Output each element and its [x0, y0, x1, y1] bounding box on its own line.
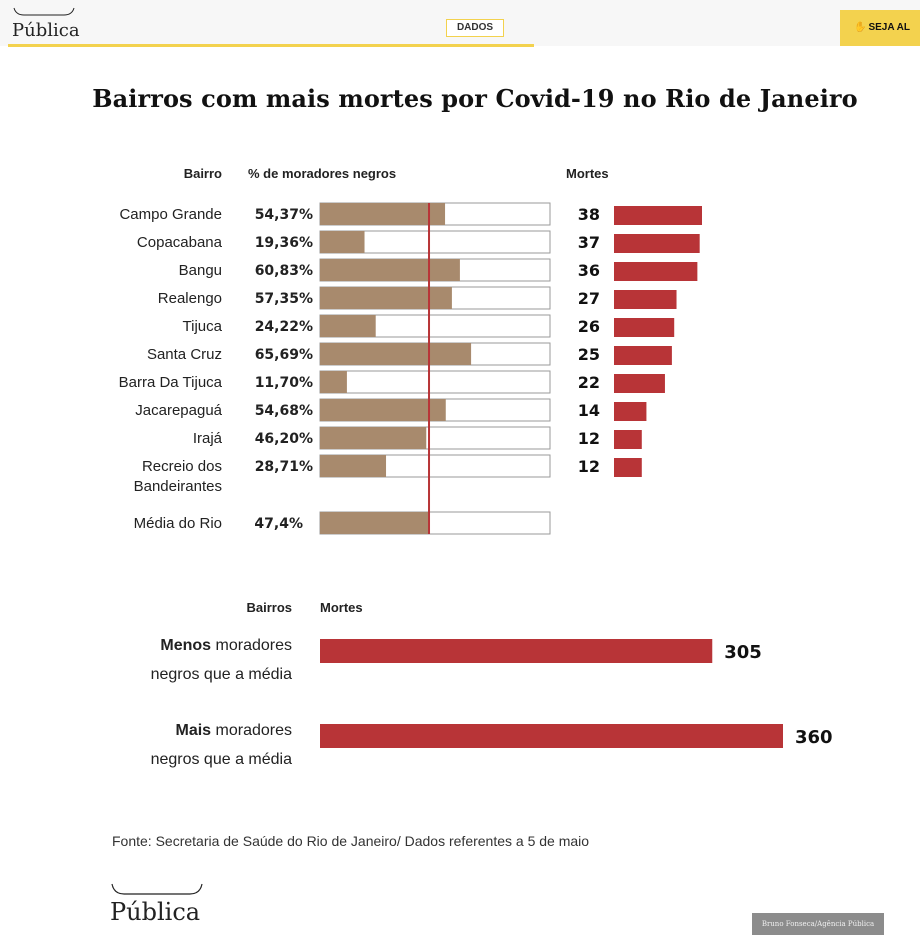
percent-value-label: 54,68% — [255, 403, 313, 419]
publica-logo[interactable]: Pública — [12, 6, 102, 42]
deaths-value-label: 38 — [578, 205, 600, 224]
percent-bar — [320, 231, 365, 253]
average-label: Média do Rio — [134, 515, 222, 532]
percent-value-label: 28,71% — [255, 459, 313, 475]
deaths-value-label: 36 — [578, 261, 600, 280]
deaths-bar — [614, 402, 647, 421]
deaths-bar — [614, 430, 642, 449]
deaths-bar — [614, 374, 665, 393]
percent-bar — [320, 399, 446, 421]
percent-bar — [320, 259, 460, 281]
percent-value-label: 46,20% — [255, 431, 313, 447]
group-header: Bairros — [246, 600, 292, 615]
deaths-header: Mortes — [566, 166, 609, 181]
deaths-value-label: 22 — [578, 373, 600, 392]
group-label-rest: moradores — [211, 637, 292, 654]
deaths-value-label: 12 — [578, 429, 600, 448]
deaths-bar — [614, 262, 698, 281]
neighborhood-label: Irajá — [193, 430, 223, 447]
deaths-bar — [614, 234, 700, 253]
neighborhood-label: Realengo — [158, 290, 222, 307]
logo-text: Pública — [12, 20, 80, 41]
deaths-bar — [614, 290, 677, 309]
footer-logo-text: Pública — [110, 898, 201, 926]
neighborhood-label: Recreio dos — [142, 458, 222, 475]
percent-bar — [320, 203, 446, 225]
group-deaths-header: Mortes — [320, 600, 363, 615]
percent-track — [319, 370, 551, 394]
deaths-bar — [614, 318, 675, 337]
percent-header: % de moradores negros — [248, 166, 396, 181]
neighborhood-label: Copacabana — [137, 234, 223, 251]
neighborhood-label: Campo Grande — [119, 206, 222, 223]
deaths-bar — [614, 458, 642, 477]
group-deaths-bar — [320, 724, 783, 748]
percent-value-label: 54,37% — [255, 207, 313, 223]
group-label-line1: Mais moradores — [176, 722, 293, 739]
group-label-line2: negros que a média — [151, 666, 293, 683]
deaths-value-label: 37 — [578, 233, 600, 252]
source-note: Fonte: Secretaria de Saúde do Rio de Jan… — [112, 833, 590, 849]
group-label-line1: Menos moradores — [160, 637, 292, 654]
photo-credit: Bruno Fonseca/Agência Pública — [752, 913, 884, 935]
chart-title: Bairros com mais mortes por Covid-19 no … — [92, 84, 858, 113]
deaths-value-label: 12 — [578, 457, 600, 476]
deaths-value-label: 26 — [578, 317, 600, 336]
group-deaths-value-label: 305 — [724, 642, 762, 663]
percent-bar — [320, 287, 452, 309]
deaths-bar — [614, 346, 672, 365]
footer-logo-arc-icon — [111, 883, 203, 895]
group-label-line2: negros que a média — [151, 751, 293, 768]
neighborhood-label: Bangu — [179, 262, 222, 279]
neighborhood-label: Jacarepaguá — [135, 402, 222, 419]
average-bar — [320, 512, 430, 534]
deaths-value-label: 25 — [578, 345, 600, 364]
cta-button[interactable]: ✋ SEJA AL — [840, 10, 920, 46]
group-label-bold: Menos — [160, 637, 211, 654]
deaths-value-label: 14 — [578, 401, 600, 420]
cta-label: SEJA AL — [868, 22, 910, 33]
footer-publica-logo: Pública — [110, 882, 210, 928]
percent-bar — [320, 371, 347, 393]
neighborhood-label: Santa Cruz — [147, 346, 222, 363]
percent-value-label: 11,70% — [255, 375, 313, 391]
neighborhood-label: Bandeirantes — [134, 478, 222, 495]
deaths-value-label: 27 — [578, 289, 600, 308]
group-deaths-value-label: 360 — [795, 727, 833, 748]
top-bar-underline — [8, 44, 534, 47]
deaths-bar — [614, 206, 702, 225]
neighborhood-header: Bairro — [184, 166, 222, 181]
percent-value-label: 57,35% — [255, 291, 313, 307]
neighborhood-label: Tijuca — [183, 318, 223, 335]
group-label-rest: moradores — [211, 722, 292, 739]
group-deaths-bar — [320, 639, 713, 663]
neighborhood-label: Barra Da Tijuca — [119, 374, 223, 391]
section-tag-dados[interactable]: DADOS — [446, 19, 504, 37]
percent-value-label: 65,69% — [255, 347, 313, 363]
hand-icon: ✋ — [854, 22, 867, 33]
group-label-bold: Mais — [176, 722, 212, 739]
percent-value-label: 60,83% — [255, 263, 313, 279]
percent-bar — [320, 315, 376, 337]
percent-bar — [320, 343, 472, 365]
percent-bar — [320, 455, 387, 477]
average-value-label: 47,4% — [254, 516, 303, 532]
percent-value-label: 19,36% — [255, 235, 313, 251]
percent-bar — [320, 427, 427, 449]
percent-value-label: 24,22% — [255, 319, 313, 335]
logo-arc-icon — [13, 7, 75, 16]
